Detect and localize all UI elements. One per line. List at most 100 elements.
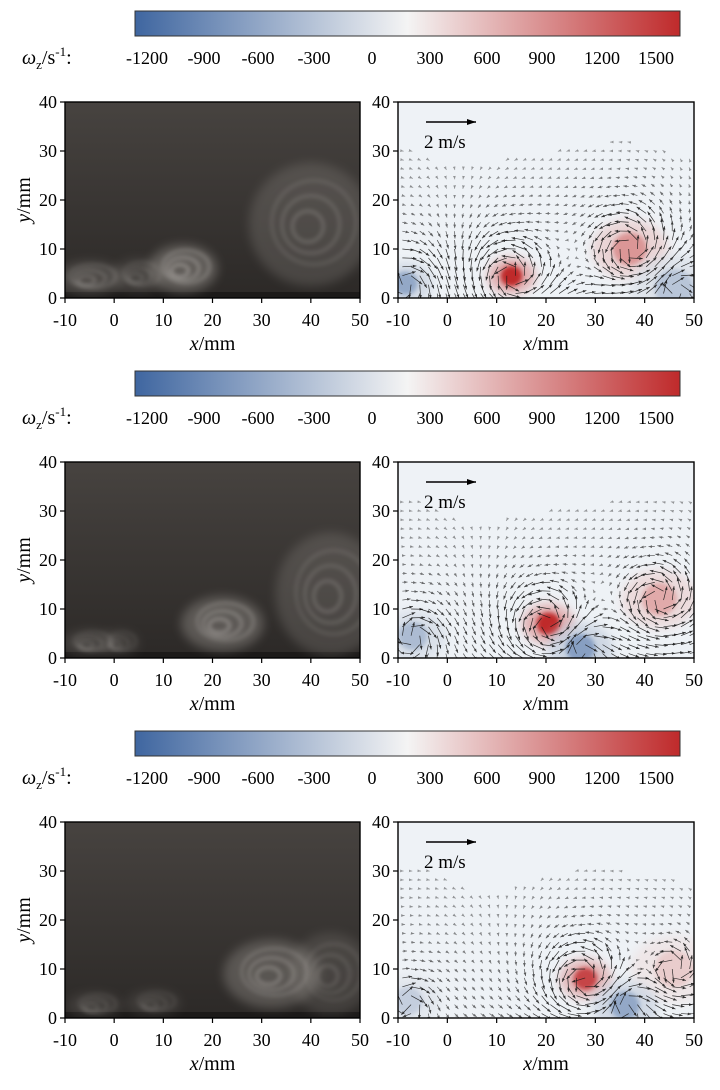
velocity-vector xyxy=(468,239,473,251)
velocity-vector xyxy=(567,633,577,645)
velocity-vector xyxy=(505,535,509,540)
velocity-vector xyxy=(550,648,564,654)
velocity-vector xyxy=(454,617,460,626)
velocity-vector xyxy=(471,653,478,658)
y-tick-label: 40 xyxy=(372,92,390,112)
velocity-vector xyxy=(462,608,467,617)
reference-arrow-label: 2 m/s xyxy=(424,132,466,153)
velocity-vector xyxy=(515,599,525,612)
y-tick-label: 20 xyxy=(39,550,57,570)
x-tick-label: 20 xyxy=(537,1030,555,1050)
velocity-vector xyxy=(400,175,405,179)
velocity-vector xyxy=(462,194,465,199)
y-tick-label: 20 xyxy=(372,190,390,210)
velocity-vector xyxy=(518,573,525,578)
velocity-vector xyxy=(476,222,481,229)
velocity-vector xyxy=(558,276,568,285)
velocity-vector xyxy=(671,236,679,250)
velocity-vector xyxy=(640,226,647,241)
velocity-vector xyxy=(479,600,483,608)
velocity-vector xyxy=(454,590,459,597)
colorbar-tick-label: -600 xyxy=(242,768,275,788)
velocity-vector xyxy=(469,257,473,272)
x-tick-label: 40 xyxy=(636,670,654,690)
velocity-vector xyxy=(496,564,500,569)
velocity-vector xyxy=(428,626,437,639)
colorbar-label: ωz/s-1: xyxy=(22,764,72,792)
colorbar-tick-label: 600 xyxy=(474,408,501,428)
velocity-vector xyxy=(418,554,423,557)
velocity-vector xyxy=(513,176,518,179)
velocity-vector xyxy=(419,239,428,246)
velocity-vector xyxy=(625,208,638,214)
velocity-vector xyxy=(398,641,412,645)
velocity-vector xyxy=(489,293,494,298)
velocity-vector xyxy=(688,167,692,172)
velocity-vector xyxy=(529,185,534,188)
velocity-vector xyxy=(658,205,664,214)
velocity-vector xyxy=(410,622,415,636)
velocity-vector xyxy=(408,284,412,298)
colorbar-gradient xyxy=(134,730,681,757)
velocity-vector xyxy=(402,221,408,225)
velocity-vector xyxy=(461,240,464,250)
velocity-vector xyxy=(672,269,685,277)
velocity-vector xyxy=(476,213,481,219)
velocity-vector xyxy=(597,239,603,254)
colorbar-tick-label: -300 xyxy=(298,408,331,428)
velocity-vector xyxy=(636,235,640,250)
velocity-vector xyxy=(444,544,448,549)
velocity-vector xyxy=(445,275,451,290)
velocity-vector xyxy=(524,644,536,654)
velocity-vector xyxy=(529,545,534,549)
velocity-vector xyxy=(635,212,647,223)
velocity-vector xyxy=(566,248,571,252)
velocity-vector xyxy=(507,221,516,225)
velocity-vector xyxy=(572,230,577,235)
velocity-vector xyxy=(548,527,552,530)
velocity-vector xyxy=(576,604,582,619)
x-tick-label: 30 xyxy=(586,670,604,690)
velocity-vector xyxy=(534,228,542,232)
velocity-vector xyxy=(501,203,507,207)
colorbar-tick-label: 1500 xyxy=(638,408,674,428)
velocity-vector xyxy=(510,599,516,612)
velocity-vector xyxy=(411,572,416,575)
velocity-vector xyxy=(504,545,509,550)
velocity-vector xyxy=(511,236,525,241)
velocity-vector xyxy=(476,257,482,272)
velocity-vector xyxy=(514,517,519,522)
velocity-vector xyxy=(436,617,445,628)
velocity-vector xyxy=(547,249,551,259)
velocity-vector xyxy=(554,604,560,619)
velocity-vector xyxy=(680,273,694,277)
velocity-vector xyxy=(428,590,435,595)
velocity-vector xyxy=(419,599,429,603)
velocity-vector xyxy=(557,158,562,161)
velocity-vector xyxy=(461,204,465,209)
velocity-vector xyxy=(436,563,441,567)
velocity-vector xyxy=(494,266,508,275)
velocity-vector xyxy=(523,626,529,641)
velocity-vector xyxy=(669,183,674,188)
velocity-vector xyxy=(454,653,459,658)
velocity-vector xyxy=(513,535,518,540)
velocity-vector xyxy=(520,554,525,559)
x-tick-label: 10 xyxy=(154,1030,172,1050)
velocity-vector xyxy=(454,248,457,261)
velocity-vector xyxy=(637,286,650,294)
velocity-vector xyxy=(621,193,629,197)
velocity-vector xyxy=(628,248,631,263)
velocity-vector xyxy=(434,166,439,171)
velocity-vector xyxy=(546,194,551,197)
x-tick-label: -10 xyxy=(53,1030,77,1050)
velocity-vector xyxy=(470,582,474,588)
velocity-vector xyxy=(532,635,544,646)
y-tick-label: 10 xyxy=(39,599,57,619)
smoke-swirl xyxy=(170,263,190,278)
velocity-vector xyxy=(574,158,579,161)
velocity-vector xyxy=(563,229,568,233)
velocity-vector xyxy=(662,149,667,154)
